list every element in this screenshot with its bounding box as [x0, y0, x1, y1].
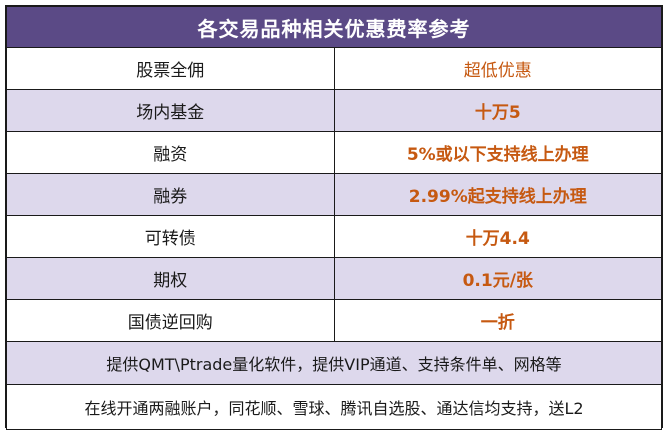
row-label-stock-commission: 股票全佣: [6, 47, 335, 90]
table-title: 各交易品种相关优惠费率参考: [6, 6, 662, 48]
row-value-reverse-repo: 一折: [333, 299, 662, 342]
table-row: 场内基金 十万5: [6, 89, 662, 132]
row-label-options: 期权: [6, 257, 335, 300]
row-label-convertible-bond: 可转债: [6, 215, 335, 258]
row-value-options: 0.1元/张: [333, 257, 662, 300]
note-quant-software: 提供QMT\Ptrade量化软件，提供VIP通道、支持条件单、网格等: [6, 341, 662, 385]
table-row: 可转债 十万4.4: [6, 215, 662, 258]
table-row: 期权 0.1元/张: [6, 257, 662, 300]
table-row: 国债逆回购 一折: [6, 299, 662, 342]
table-note-row: 提供QMT\Ptrade量化软件，提供VIP通道、支持条件单、网格等: [6, 341, 662, 385]
fee-rate-table: 各交易品种相关优惠费率参考 股票全佣 超低优惠 场内基金 十万5 融资 5%或以…: [6, 6, 662, 430]
note-margin-account: 在线开通两融账户，同花顺、雪球、腾讯自选股、通达信均支持，送L2: [6, 384, 662, 430]
table-row: 股票全佣 超低优惠: [6, 47, 662, 90]
row-label-reverse-repo: 国债逆回购: [6, 299, 335, 342]
table-row: 融资 5%或以下支持线上办理: [6, 131, 662, 174]
row-value-exchange-fund: 十万5: [333, 89, 662, 132]
row-value-convertible-bond: 十万4.4: [333, 215, 662, 258]
row-label-margin-financing: 融资: [6, 131, 335, 174]
row-value-securities-lending: 2.99%起支持线上办理: [333, 173, 662, 216]
table-note-row: 在线开通两融账户，同花顺、雪球、腾讯自选股、通达信均支持，送L2: [6, 384, 662, 430]
table-row: 融券 2.99%起支持线上办理: [6, 173, 662, 216]
fee-rate-table-container: 各交易品种相关优惠费率参考 股票全佣 超低优惠 场内基金 十万5 融资 5%或以…: [5, 5, 663, 430]
table-title-row: 各交易品种相关优惠费率参考: [6, 6, 662, 48]
row-label-exchange-fund: 场内基金: [6, 89, 335, 132]
row-label-securities-lending: 融券: [6, 173, 335, 216]
row-value-stock-commission: 超低优惠: [333, 47, 662, 90]
row-value-margin-financing: 5%或以下支持线上办理: [333, 131, 662, 174]
